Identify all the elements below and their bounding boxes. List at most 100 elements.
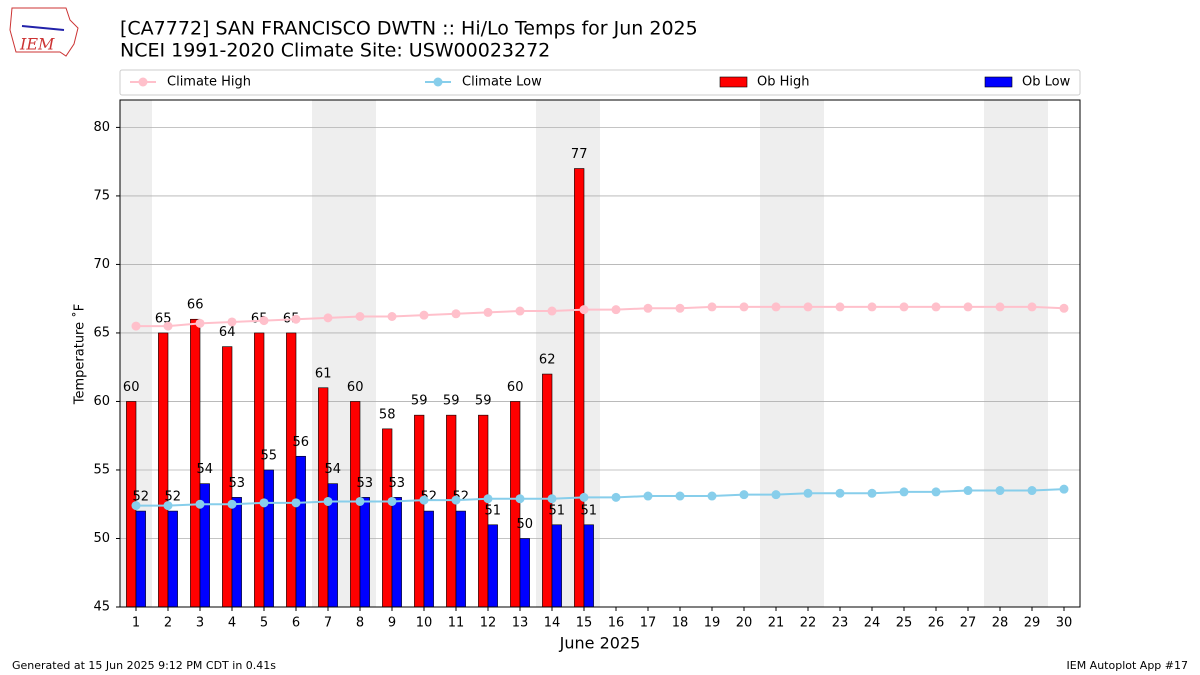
line-point — [899, 302, 909, 312]
value-label: 50 — [517, 517, 534, 532]
value-label: 61 — [315, 366, 332, 381]
line-point — [1027, 302, 1037, 312]
legend-item: Ob Low — [984, 75, 1071, 90]
line-point — [995, 302, 1005, 312]
bar — [542, 373, 553, 608]
weekend-shade — [984, 100, 1016, 607]
line-point — [515, 306, 525, 316]
bar — [254, 332, 265, 608]
x-tick-label: 18 — [672, 616, 689, 631]
legend-item: Ob High — [719, 75, 810, 90]
value-label: 54 — [197, 462, 214, 477]
x-tick-label: 29 — [1024, 616, 1041, 631]
value-label: 56 — [293, 435, 310, 450]
climate-line — [136, 305, 1065, 328]
chart-title: [CA7772] SAN FRANCISCO DWTN :: Hi/Lo Tem… — [120, 18, 698, 40]
y-axis-label: Temperature ˚F — [72, 304, 88, 405]
line-point — [579, 305, 589, 315]
legend-swatch — [138, 77, 148, 87]
value-label: 52 — [165, 490, 182, 505]
line-point — [131, 501, 141, 511]
bar — [135, 510, 146, 608]
bar — [231, 497, 242, 608]
bar — [414, 414, 425, 608]
line-point — [771, 302, 781, 312]
line-point — [195, 499, 205, 509]
x-tick-label: 5 — [260, 616, 268, 631]
x-tick-label: 14 — [544, 616, 561, 631]
bar — [359, 497, 370, 608]
line-point — [483, 494, 493, 504]
line-point — [835, 488, 845, 498]
value-label: 53 — [389, 476, 406, 491]
x-tick-label: 8 — [356, 616, 364, 631]
x-tick-label: 21 — [768, 616, 785, 631]
x-tick-label: 24 — [864, 616, 881, 631]
bar — [158, 332, 169, 608]
x-tick-label: 11 — [448, 616, 465, 631]
legend-label: Ob Low — [1022, 75, 1071, 90]
line-point — [611, 492, 621, 502]
line-point — [611, 305, 621, 315]
value-label: 60 — [347, 380, 364, 395]
legend-box — [119, 69, 1081, 96]
line-point — [547, 494, 557, 504]
y-tick-label: 50 — [93, 531, 110, 546]
logo-line — [21, 25, 65, 31]
weekend-shade — [1016, 100, 1048, 607]
legend-label: Ob High — [757, 75, 810, 90]
value-label: 60 — [507, 380, 524, 395]
line-point — [163, 321, 173, 331]
line-point — [451, 309, 461, 319]
line-point — [291, 498, 301, 508]
line-point — [419, 495, 429, 505]
x-tick-label: 19 — [704, 616, 721, 631]
bar — [583, 524, 594, 608]
line-point — [259, 316, 269, 326]
line-point — [707, 302, 717, 312]
x-tick-label: 12 — [480, 616, 497, 631]
x-tick-label: 28 — [992, 616, 1009, 631]
line-point — [451, 495, 461, 505]
value-label: 52 — [133, 490, 150, 505]
x-tick-label: 6 — [292, 616, 300, 631]
bar — [487, 524, 498, 608]
value-label: 53 — [357, 476, 374, 491]
y-tick-label: 75 — [93, 188, 110, 203]
line-point — [547, 306, 557, 316]
line-point — [739, 490, 749, 500]
x-tick-label: 13 — [512, 616, 529, 631]
x-tick-label: 22 — [800, 616, 817, 631]
logo-text: IEM — [19, 35, 55, 54]
legend-label: Climate High — [167, 75, 251, 90]
x-tick-label: 9 — [388, 616, 396, 631]
x-tick-label: 17 — [640, 616, 657, 631]
x-tick-label: 2 — [164, 616, 172, 631]
line-point — [355, 496, 365, 506]
value-label: 77 — [571, 147, 588, 162]
value-label: 54 — [325, 462, 342, 477]
bar — [510, 401, 521, 608]
line-point — [931, 487, 941, 497]
x-tick-label: 15 — [576, 616, 593, 631]
x-tick-label: 16 — [608, 616, 625, 631]
logo-outline — [9, 7, 79, 57]
chart-subtitle: NCEI 1991-2020 Climate Site: USW00023272 — [120, 40, 550, 62]
y-tick-label: 60 — [93, 394, 110, 409]
line-point — [323, 496, 333, 506]
line-point — [227, 317, 237, 327]
line-point — [579, 492, 589, 502]
line-point — [675, 491, 685, 501]
x-tick-label: 20 — [736, 616, 753, 631]
line-point — [867, 488, 877, 498]
line-point — [291, 314, 301, 324]
y-tick-label: 70 — [93, 257, 110, 272]
line-point — [387, 496, 397, 506]
x-tick-label: 23 — [832, 616, 849, 631]
y-tick-label: 65 — [93, 325, 110, 340]
line-point — [515, 494, 525, 504]
bar — [167, 510, 178, 608]
bar — [286, 332, 297, 608]
x-tick-label: 1 — [132, 616, 140, 631]
line-point — [643, 303, 653, 313]
